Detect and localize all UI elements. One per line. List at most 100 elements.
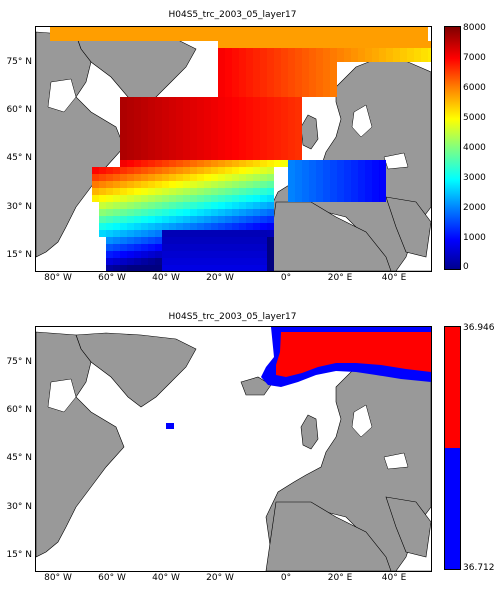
- data-cell: [253, 209, 260, 216]
- data-cell: [239, 62, 246, 69]
- data-cell: [267, 41, 274, 48]
- data-cell: [162, 132, 169, 139]
- data-cell: [169, 139, 176, 146]
- data-cell: [218, 48, 225, 55]
- data-cell: [358, 34, 365, 41]
- data-cell: [281, 41, 288, 48]
- data-cell: [141, 181, 148, 188]
- data-cell: [281, 76, 288, 83]
- data-cell: [260, 223, 267, 230]
- data-cell: [190, 181, 197, 188]
- data-cell: [414, 55, 421, 62]
- data-cell: [288, 160, 295, 167]
- data-cell: [288, 188, 295, 195]
- data-cell: [120, 27, 127, 34]
- data-cell: [204, 195, 211, 202]
- data-cell: [407, 55, 414, 62]
- data-cell: [239, 139, 246, 146]
- data-cell: [225, 223, 232, 230]
- data-cell: [155, 244, 162, 251]
- data-cell: [246, 223, 253, 230]
- data-cell: [288, 76, 295, 83]
- xtick-top-40w: 40° W: [152, 273, 180, 283]
- data-cell: [232, 146, 239, 153]
- data-cell: [295, 62, 302, 69]
- data-cell: [183, 27, 190, 34]
- data-cell: [190, 202, 197, 209]
- data-cell: [169, 97, 176, 104]
- data-cell: [260, 258, 267, 265]
- data-cell: [162, 118, 169, 125]
- data-cell: [260, 265, 267, 271]
- data-cell: [225, 41, 232, 48]
- data-cell: [260, 125, 267, 132]
- data-cell: [267, 265, 274, 271]
- data-cell: [365, 160, 372, 167]
- data-cell: [281, 146, 288, 153]
- data-cell: [176, 139, 183, 146]
- data-cell: [337, 160, 344, 167]
- colorbar-bottom-tick-max: 36.946: [463, 323, 495, 333]
- data-cell: [295, 76, 302, 83]
- data-cell: [309, 76, 316, 83]
- data-cell: [274, 27, 281, 34]
- data-cell: [379, 174, 386, 181]
- data-cell: [120, 174, 127, 181]
- data-cell: [295, 27, 302, 34]
- data-cell: [134, 34, 141, 41]
- data-cell: [134, 118, 141, 125]
- data-cell: [407, 34, 414, 41]
- xtick-top-60w: 60° W: [98, 273, 126, 283]
- data-cell: [92, 174, 99, 181]
- data-cell: [148, 188, 155, 195]
- data-cell: [232, 83, 239, 90]
- data-cell: [169, 174, 176, 181]
- data-cell: [365, 27, 372, 34]
- data-cell: [267, 34, 274, 41]
- data-cell: [365, 55, 372, 62]
- data-cell: [106, 174, 113, 181]
- data-cell: [260, 216, 267, 223]
- data-cell: [197, 230, 204, 237]
- data-cell: [323, 90, 330, 97]
- data-cell: [365, 41, 372, 48]
- data-cell: [288, 125, 295, 132]
- data-cell: [267, 202, 274, 209]
- data-cell: [183, 111, 190, 118]
- data-cell: [225, 139, 232, 146]
- data-cell: [372, 41, 379, 48]
- data-cell: [239, 181, 246, 188]
- data-cell: [379, 167, 386, 174]
- data-cell: [295, 188, 302, 195]
- data-cell: [246, 118, 253, 125]
- data-cell: [183, 202, 190, 209]
- data-cell: [302, 62, 309, 69]
- ytick-bottom-45: 45° N: [6, 453, 32, 463]
- data-cell: [134, 223, 141, 230]
- data-cell: [400, 34, 407, 41]
- data-cell: [141, 202, 148, 209]
- data-cell: [204, 202, 211, 209]
- data-cell: [197, 195, 204, 202]
- data-cell: [183, 244, 190, 251]
- data-cell: [295, 34, 302, 41]
- data-cell: [351, 160, 358, 167]
- data-cell: [211, 27, 218, 34]
- data-cell: [99, 202, 106, 209]
- data-cell: [232, 230, 239, 237]
- data-cell: [232, 237, 239, 244]
- data-cell: [344, 174, 351, 181]
- data-cell: [295, 90, 302, 97]
- data-cell: [281, 90, 288, 97]
- data-cell: [274, 125, 281, 132]
- data-cell: [218, 181, 225, 188]
- data-cell: [92, 167, 99, 174]
- data-cell: [190, 230, 197, 237]
- data-cell: [330, 174, 337, 181]
- data-cell: [190, 139, 197, 146]
- data-cell: [169, 195, 176, 202]
- data-cell: [141, 237, 148, 244]
- data-cell: [141, 146, 148, 153]
- data-cell: [232, 97, 239, 104]
- data-cell: [246, 132, 253, 139]
